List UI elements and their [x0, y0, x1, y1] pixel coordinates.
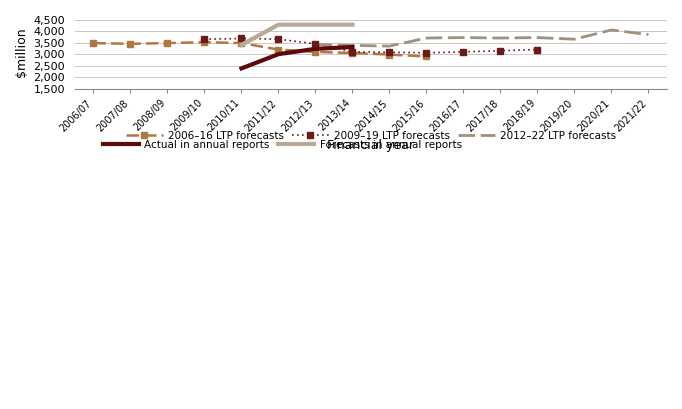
Y-axis label: $million: $million [15, 27, 28, 76]
Legend: Actual in annual reports, Forecasts in annual reports: Actual in annual reports, Forecasts in a… [98, 136, 466, 154]
X-axis label: Financial year: Financial year [327, 139, 415, 152]
